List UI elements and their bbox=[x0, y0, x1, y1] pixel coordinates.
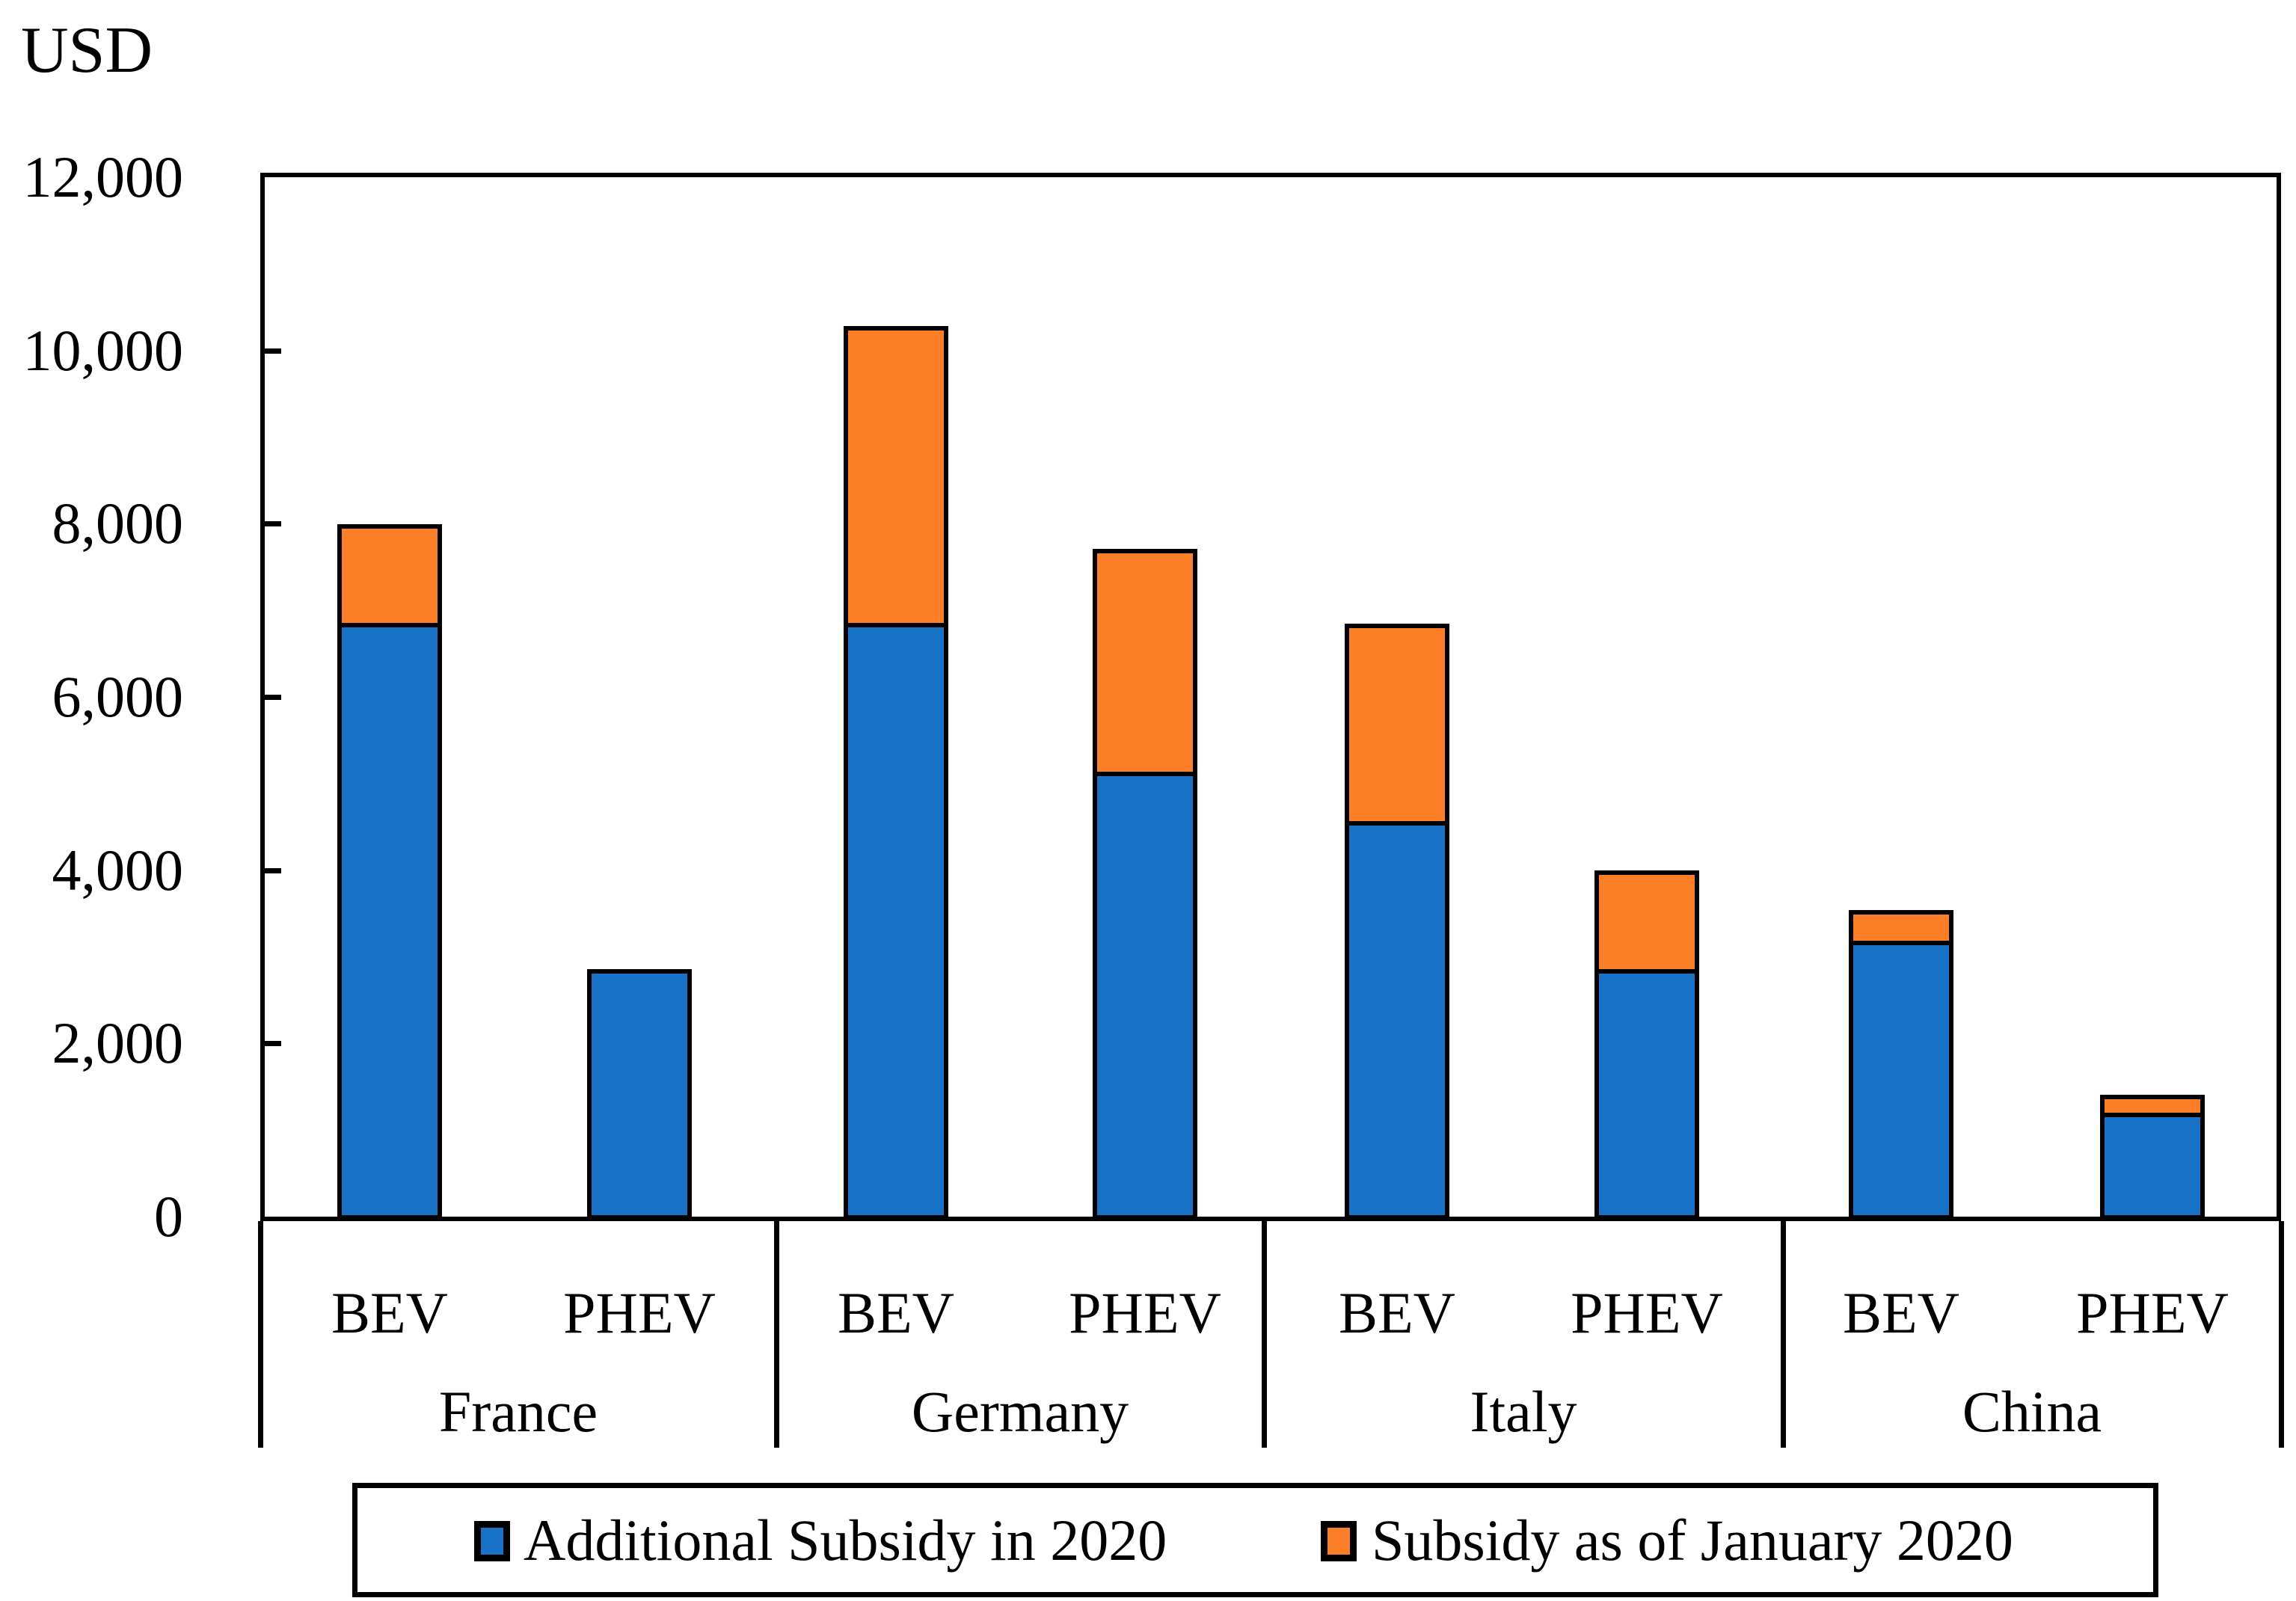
group-label-china: China bbox=[1962, 1379, 2102, 1444]
category-divider-3 bbox=[1781, 1221, 1786, 1448]
plot-area bbox=[260, 173, 2281, 1221]
y-tick-mark-6000 bbox=[265, 695, 281, 700]
x-label-france-bev: BEV bbox=[331, 1280, 448, 1345]
y-tick-label-4000: 4,000 bbox=[52, 837, 184, 903]
bar-segment-subsidy-january bbox=[1599, 874, 1695, 974]
group-label-france: France bbox=[438, 1379, 598, 1444]
bar-france-phev bbox=[587, 968, 692, 1220]
x-label-france-phev: PHEV bbox=[563, 1280, 716, 1345]
y-tick-label-6000: 6,000 bbox=[52, 664, 184, 729]
legend-swatch-additional-subsidy-icon bbox=[474, 1521, 510, 1561]
x-label-germany-bev: BEV bbox=[838, 1280, 954, 1345]
bar-segment-subsidy-january bbox=[2105, 1098, 2200, 1117]
category-divider-1 bbox=[774, 1221, 779, 1448]
category-divider-2 bbox=[1262, 1221, 1267, 1448]
x-label-china-bev: BEV bbox=[1843, 1280, 1959, 1345]
legend-swatch-subsidy-january-icon bbox=[1321, 1521, 1357, 1561]
legend bbox=[352, 1483, 2158, 1597]
y-tick-mark-8000 bbox=[265, 521, 281, 527]
x-label-italy-phev: PHEV bbox=[1571, 1280, 1723, 1345]
bar-segment-subsidy-january bbox=[1097, 553, 1193, 776]
legend-label-subsidy-january: Subsidy as of January 2020 bbox=[1372, 1508, 2013, 1573]
x-label-china-phev: PHEV bbox=[2076, 1280, 2229, 1345]
y-tick-mark-10000 bbox=[265, 348, 281, 354]
bar-italy-phev bbox=[1594, 870, 1699, 1220]
bar-segment-subsidy-january bbox=[342, 529, 438, 628]
bar-france-bev bbox=[337, 524, 442, 1220]
legend-label-additional-subsidy: Additional Subsidy in 2020 bbox=[524, 1508, 1167, 1573]
bar-segment-subsidy-january bbox=[1349, 627, 1445, 826]
y-tick-label-0: 0 bbox=[154, 1184, 183, 1249]
bar-china-bev bbox=[1849, 909, 1953, 1220]
y-tick-label-2000: 2,000 bbox=[52, 1010, 184, 1076]
bar-china-phev bbox=[2100, 1094, 2205, 1220]
bar-segment-subsidy-january bbox=[848, 331, 944, 628]
y-tick-mark-2000 bbox=[265, 1041, 281, 1047]
y-tick-mark-4000 bbox=[265, 867, 281, 873]
y-tick-label-10000: 10,000 bbox=[22, 317, 184, 383]
category-divider-4 bbox=[2279, 1221, 2284, 1448]
x-label-italy-bev: BEV bbox=[1339, 1280, 1455, 1345]
x-label-germany-phev: PHEV bbox=[1069, 1280, 1221, 1345]
group-label-germany: Germany bbox=[911, 1379, 1129, 1444]
bar-segment-subsidy-january bbox=[1853, 914, 1949, 945]
bar-germany-phev bbox=[1093, 548, 1197, 1220]
y-axis-title: USD bbox=[21, 14, 153, 87]
group-label-italy: Italy bbox=[1470, 1379, 1577, 1444]
bar-germany-bev bbox=[844, 326, 948, 1220]
category-divider-0 bbox=[258, 1221, 263, 1448]
y-tick-label-8000: 8,000 bbox=[52, 491, 184, 556]
bar-italy-bev bbox=[1345, 623, 1449, 1220]
y-tick-label-12000: 12,000 bbox=[22, 144, 184, 209]
